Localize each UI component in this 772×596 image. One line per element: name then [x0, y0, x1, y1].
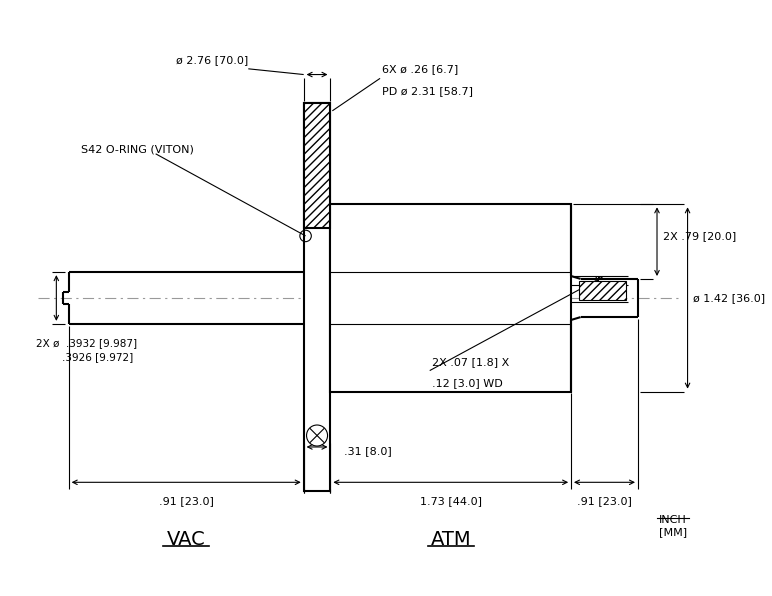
Text: 2X .79 [20.0]: 2X .79 [20.0]	[662, 231, 736, 241]
Text: VAC: VAC	[167, 530, 205, 549]
Text: .91 [23.0]: .91 [23.0]	[159, 496, 214, 505]
Text: [MM]: [MM]	[659, 527, 687, 537]
Text: 2X ø  .3932 [9.987]: 2X ø .3932 [9.987]	[36, 338, 137, 348]
Bar	[303, 103, 330, 228]
Text: 6X ø .26 [6.7]: 6X ø .26 [6.7]	[382, 64, 459, 74]
Text: .91 [23.0]: .91 [23.0]	[577, 496, 632, 505]
Bar	[303, 103, 330, 491]
Text: ø 2.76 [70.0]: ø 2.76 [70.0]	[176, 55, 249, 65]
Text: S42 O-RING (VITON): S42 O-RING (VITON)	[81, 145, 194, 155]
Text: INCH: INCH	[659, 516, 687, 525]
Text: 2X .07 [1.8] X: 2X .07 [1.8] X	[432, 357, 509, 367]
Text: PD ø 2.31 [58.7]: PD ø 2.31 [58.7]	[382, 86, 473, 96]
Text: ø 1.42 [36.0]: ø 1.42 [36.0]	[693, 293, 765, 303]
Bar	[330, 204, 571, 392]
Text: .31 [8.0]: .31 [8.0]	[344, 446, 391, 456]
Text: .3926 [9.972]: .3926 [9.972]	[36, 352, 134, 362]
Text: .12 [3.0] WD: .12 [3.0] WD	[432, 378, 503, 388]
Text: ATM: ATM	[431, 530, 471, 549]
Bar	[579, 281, 626, 300]
Text: 1.73 [44.0]: 1.73 [44.0]	[420, 496, 482, 505]
